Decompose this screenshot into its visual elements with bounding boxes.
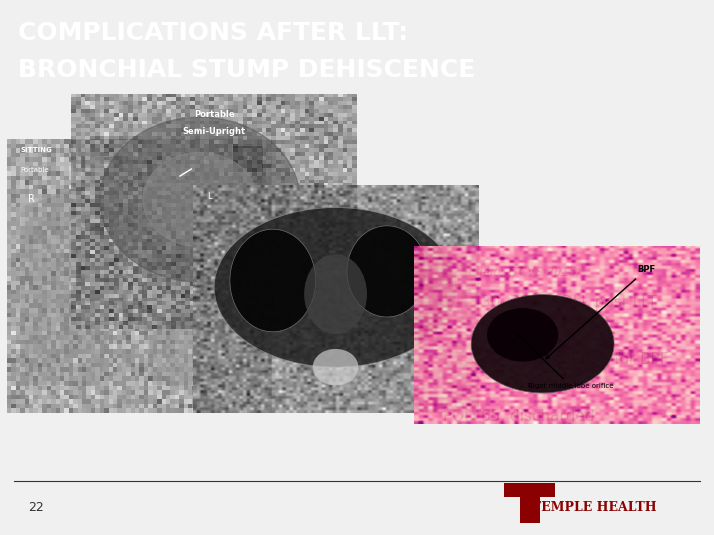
Ellipse shape <box>471 295 614 393</box>
Text: BRONCHIAL STUMP DEHISCENCE: BRONCHIAL STUMP DEHISCENCE <box>18 58 475 82</box>
Ellipse shape <box>487 308 558 362</box>
Text: SITTING: SITTING <box>21 148 52 154</box>
Text: L: L <box>207 192 211 201</box>
Text: POD 32, Omental flap for BPF: POD 32, Omental flap for BPF <box>443 352 668 367</box>
Text: Portable: Portable <box>194 110 234 119</box>
Circle shape <box>100 117 300 282</box>
FancyBboxPatch shape <box>504 483 555 497</box>
FancyBboxPatch shape <box>231 144 263 172</box>
Text: Right middle lobe orifice: Right middle lobe orifice <box>517 334 614 389</box>
Circle shape <box>143 152 257 247</box>
Ellipse shape <box>230 229 316 332</box>
Polygon shape <box>139 180 245 385</box>
Text: R: R <box>29 194 35 204</box>
Text: POD 30, BPF in RLL post LLT: POD 30, BPF in RLL post LLT <box>443 295 657 310</box>
Circle shape <box>313 349 358 385</box>
Polygon shape <box>21 180 118 385</box>
Text: POD 65, discharged: POD 65, discharged <box>443 409 594 424</box>
Ellipse shape <box>347 226 427 317</box>
Text: TEMPLE HEALTH: TEMPLE HEALTH <box>532 501 657 514</box>
Text: 57: 57 <box>244 156 251 161</box>
Text: (D'Angelo: JTCVS 2015): (D'Angelo: JTCVS 2015) <box>443 266 580 279</box>
Text: COMPLICATIONS AFTER LLT:: COMPLICATIONS AFTER LLT: <box>18 21 408 45</box>
Text: BPF: BPF <box>546 265 655 359</box>
Text: 22: 22 <box>29 501 44 514</box>
FancyBboxPatch shape <box>520 489 540 523</box>
Ellipse shape <box>304 254 367 334</box>
Text: Semi-Upright: Semi-Upright <box>183 127 246 135</box>
Text: Portable: Portable <box>21 166 49 173</box>
Ellipse shape <box>214 208 457 367</box>
